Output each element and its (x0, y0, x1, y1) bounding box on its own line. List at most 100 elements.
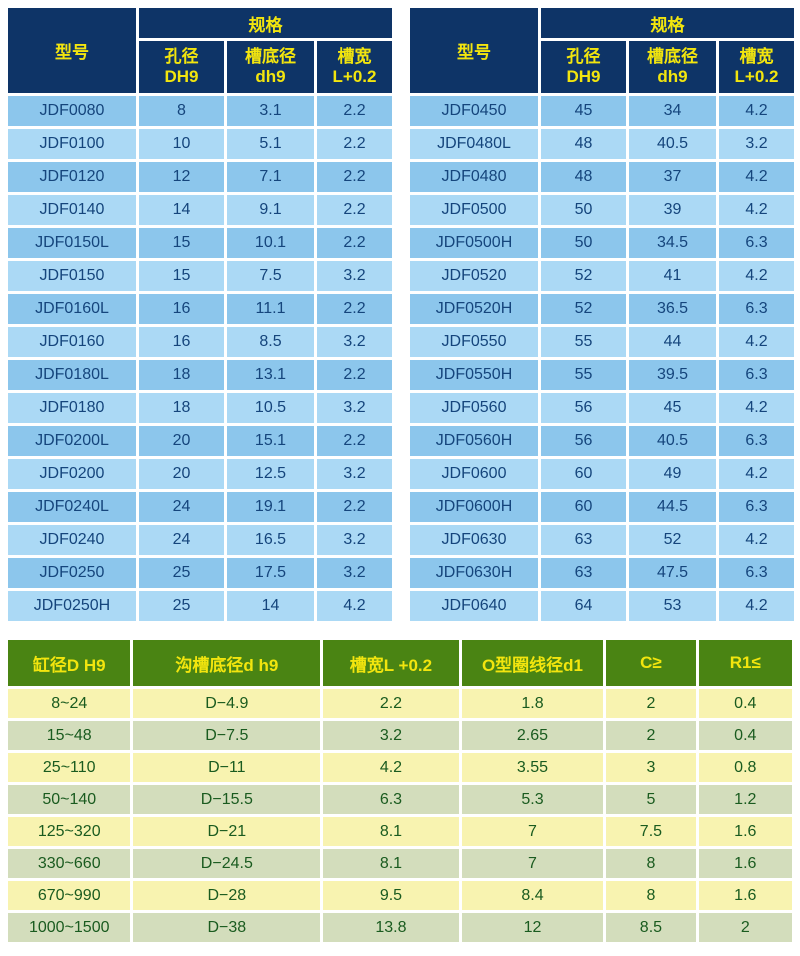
value-cell: 20 (139, 459, 224, 489)
value-cell: 4.2 (719, 96, 795, 126)
row-label-cell: 1000~1500 (8, 913, 131, 942)
value-cell: 3.2 (317, 393, 393, 423)
value-cell: 17.5 (227, 558, 314, 588)
table-row: JDF0630H 63 47.5 6.3 (410, 558, 795, 588)
value-cell: 1.6 (698, 881, 792, 910)
groove-col-header-groove-width: 槽宽L +0.2 (323, 640, 459, 686)
value-cell: 48 (541, 162, 627, 192)
value-cell: D−21 (133, 817, 321, 846)
value-cell: 40.5 (629, 426, 717, 456)
table-row: JDF0150 15 7.5 3.2 (8, 261, 393, 291)
row-label-cell: JDF0200L (8, 426, 136, 456)
value-cell: 7.5 (606, 817, 696, 846)
row-label-cell: JDF0250 (8, 558, 136, 588)
value-cell: 63 (541, 558, 627, 588)
value-cell: 55 (541, 327, 627, 357)
row-label-cell: JDF0480L (410, 129, 539, 159)
right-col-header-groove-width: 槽宽 L+0.2 (719, 41, 795, 93)
value-cell: 2.2 (317, 228, 393, 258)
table-row: JDF0520H 52 36.5 6.3 (410, 294, 795, 324)
value-cell: 7.1 (227, 162, 314, 192)
table-row: JDF0640 64 53 4.2 (410, 591, 795, 621)
value-cell: 2 (606, 689, 696, 718)
table-row: 125~320 D−21 8.1 7 7.5 1.6 (8, 817, 792, 846)
value-cell: 10.5 (227, 393, 314, 423)
value-cell: 56 (541, 426, 627, 456)
row-label-cell: JDF0550H (410, 360, 539, 390)
table-row: 1000~1500 D−38 13.8 12 8.5 2 (8, 913, 792, 942)
value-cell: D−24.5 (133, 849, 321, 878)
value-cell: 14 (139, 195, 224, 225)
row-label-cell: JDF0140 (8, 195, 136, 225)
row-label-cell: 330~660 (8, 849, 131, 878)
table-row: JDF0480L 48 40.5 3.2 (410, 129, 795, 159)
value-cell: 6.3 (323, 785, 459, 814)
value-cell: 13.8 (323, 913, 459, 942)
value-cell: 3.1 (227, 96, 314, 126)
value-cell: 52 (541, 294, 627, 324)
row-label-cell: JDF0120 (8, 162, 136, 192)
value-cell: 6.3 (719, 492, 795, 522)
value-cell: D−7.5 (133, 721, 321, 750)
row-label-cell: JDF0600 (410, 459, 539, 489)
value-cell: 41 (629, 261, 717, 291)
value-cell: 2 (698, 913, 792, 942)
value-cell: 12.5 (227, 459, 314, 489)
value-cell: 0.8 (698, 753, 792, 782)
value-cell: 15.1 (227, 426, 314, 456)
value-cell: 64 (541, 591, 627, 621)
value-cell: 0.4 (698, 689, 792, 718)
value-cell: 18 (139, 393, 224, 423)
value-cell: 47.5 (629, 558, 717, 588)
value-cell: 8.1 (323, 849, 459, 878)
value-cell: 7 (461, 817, 604, 846)
left-col-header-model: 型号 (8, 8, 136, 93)
spec-table-right: 型号 规格 孔径 DH9 槽底径 dh9 槽宽 L+0.2 JDF0450 45 3… (407, 5, 798, 624)
value-cell: 12 (461, 913, 604, 942)
value-cell: D−28 (133, 881, 321, 910)
left-col-header-groove-width: 槽宽 L+0.2 (317, 41, 393, 93)
value-cell: 3.2 (317, 459, 393, 489)
row-label-cell: 25~110 (8, 753, 131, 782)
value-cell: 52 (541, 261, 627, 291)
table-row: JDF0250 25 17.5 3.2 (8, 558, 393, 588)
value-cell: 6.3 (719, 294, 795, 324)
value-cell: 3.2 (317, 261, 393, 291)
table-row: 25~110 D−11 4.2 3.55 3 0.8 (8, 753, 792, 782)
table-row: 50~140 D−15.5 6.3 5.3 5 1.2 (8, 785, 792, 814)
value-cell: 7.5 (227, 261, 314, 291)
value-cell: 4.2 (719, 459, 795, 489)
value-cell: 1.6 (698, 817, 792, 846)
groove-dimension-table: 缸径D H9 沟槽底径d h9 槽宽L +0.2 O型圈线径d1 C≥ R1≤ … (5, 637, 795, 945)
value-cell: D−4.9 (133, 689, 321, 718)
groove-col-header-c-min: C≥ (606, 640, 696, 686)
row-label-cell: JDF0200 (8, 459, 136, 489)
table-row: JDF0200 20 12.5 3.2 (8, 459, 393, 489)
value-cell: 15 (139, 261, 224, 291)
row-label-cell: JDF0240L (8, 492, 136, 522)
value-cell: 5.1 (227, 129, 314, 159)
table-row: JDF0600H 60 44.5 6.3 (410, 492, 795, 522)
value-cell: 44 (629, 327, 717, 357)
table-row: JDF0480 48 37 4.2 (410, 162, 795, 192)
row-label-cell: JDF0560 (410, 393, 539, 423)
value-cell: 4.2 (323, 753, 459, 782)
row-label-cell: JDF0640 (410, 591, 539, 621)
value-cell: 5 (606, 785, 696, 814)
table-row: 15~48 D−7.5 3.2 2.65 2 0.4 (8, 721, 792, 750)
table-row: JDF0560H 56 40.5 6.3 (410, 426, 795, 456)
value-cell: 10.1 (227, 228, 314, 258)
value-cell: 9.5 (323, 881, 459, 910)
value-cell: 7 (461, 849, 604, 878)
value-cell: 16 (139, 327, 224, 357)
value-cell: 4.2 (719, 261, 795, 291)
value-cell: 2.2 (323, 689, 459, 718)
value-cell: 4.2 (719, 393, 795, 423)
row-label-cell: JDF0080 (8, 96, 136, 126)
row-label-cell: JDF0240 (8, 525, 136, 555)
table-row: JDF0160L 16 11.1 2.2 (8, 294, 393, 324)
left-col-header-spec: 规格 (139, 8, 393, 38)
row-label-cell: JDF0520 (410, 261, 539, 291)
value-cell: 24 (139, 492, 224, 522)
